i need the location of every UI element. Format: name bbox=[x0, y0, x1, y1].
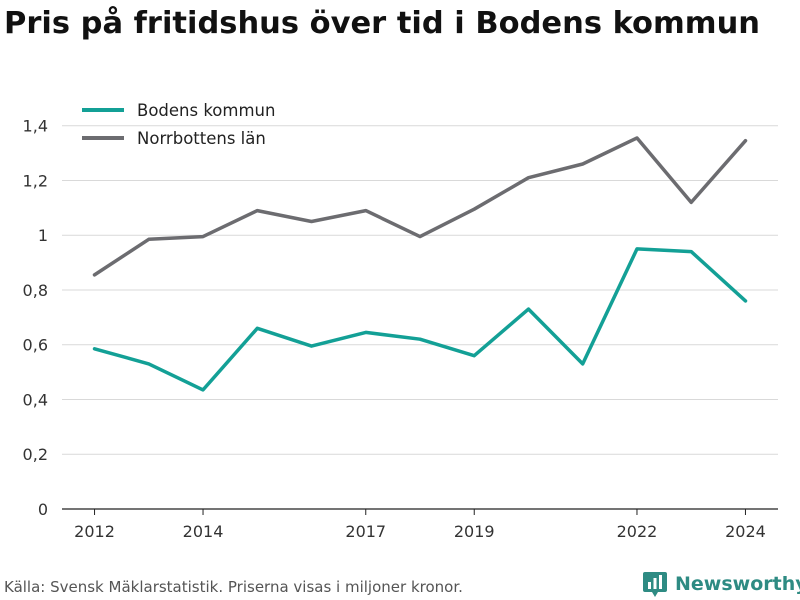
brand-name: Newsworthy bbox=[675, 573, 800, 595]
source-note: Källa: Svensk Mäklarstatistik. Priserna … bbox=[4, 578, 463, 596]
series-line-0 bbox=[92, 247, 748, 392]
x-tick-label: 2014 bbox=[183, 522, 224, 541]
y-tick-label: 0,6 bbox=[23, 336, 48, 355]
line-chart: 0 0,2 0,4 0,6 0,8 1 1,2 1,4 2012 2014 2017 2019 202… bbox=[23, 101, 778, 541]
chart-title: Pris på fritidshus över tid i Bodens kom… bbox=[4, 6, 760, 41]
y-tick-label: 0,2 bbox=[23, 445, 48, 464]
bar-chart-pin-icon bbox=[643, 572, 667, 597]
x-tick-label: 2022 bbox=[617, 522, 658, 541]
x-axis-ticks: 2012 2014 2017 2019 2022 2024 bbox=[74, 509, 766, 541]
legend: Bodens kommun Norrbottens län bbox=[82, 101, 275, 148]
x-tick-label: 2024 bbox=[725, 522, 766, 541]
gridlines bbox=[62, 125, 778, 455]
x-tick-label: 2019 bbox=[454, 522, 495, 541]
x-tick-label: 2012 bbox=[74, 522, 115, 541]
x-tick-label: 2017 bbox=[345, 522, 386, 541]
y-tick-label: 0,4 bbox=[23, 390, 48, 409]
y-tick-label: 0,8 bbox=[23, 281, 48, 300]
series-lines bbox=[92, 136, 748, 392]
y-tick-label: 1 bbox=[38, 226, 48, 245]
series-line-1 bbox=[92, 136, 748, 277]
legend-label: Norrbottens län bbox=[137, 129, 266, 148]
y-axis-ticks: 0 0,2 0,4 0,6 0,8 1 1,2 1,4 bbox=[23, 117, 48, 519]
y-tick-label: 1,4 bbox=[23, 117, 48, 136]
brand-logo: Newsworthy bbox=[642, 568, 800, 600]
y-tick-label: 0 bbox=[38, 500, 48, 519]
y-tick-label: 1,2 bbox=[23, 171, 48, 190]
legend-label: Bodens kommun bbox=[137, 101, 275, 120]
